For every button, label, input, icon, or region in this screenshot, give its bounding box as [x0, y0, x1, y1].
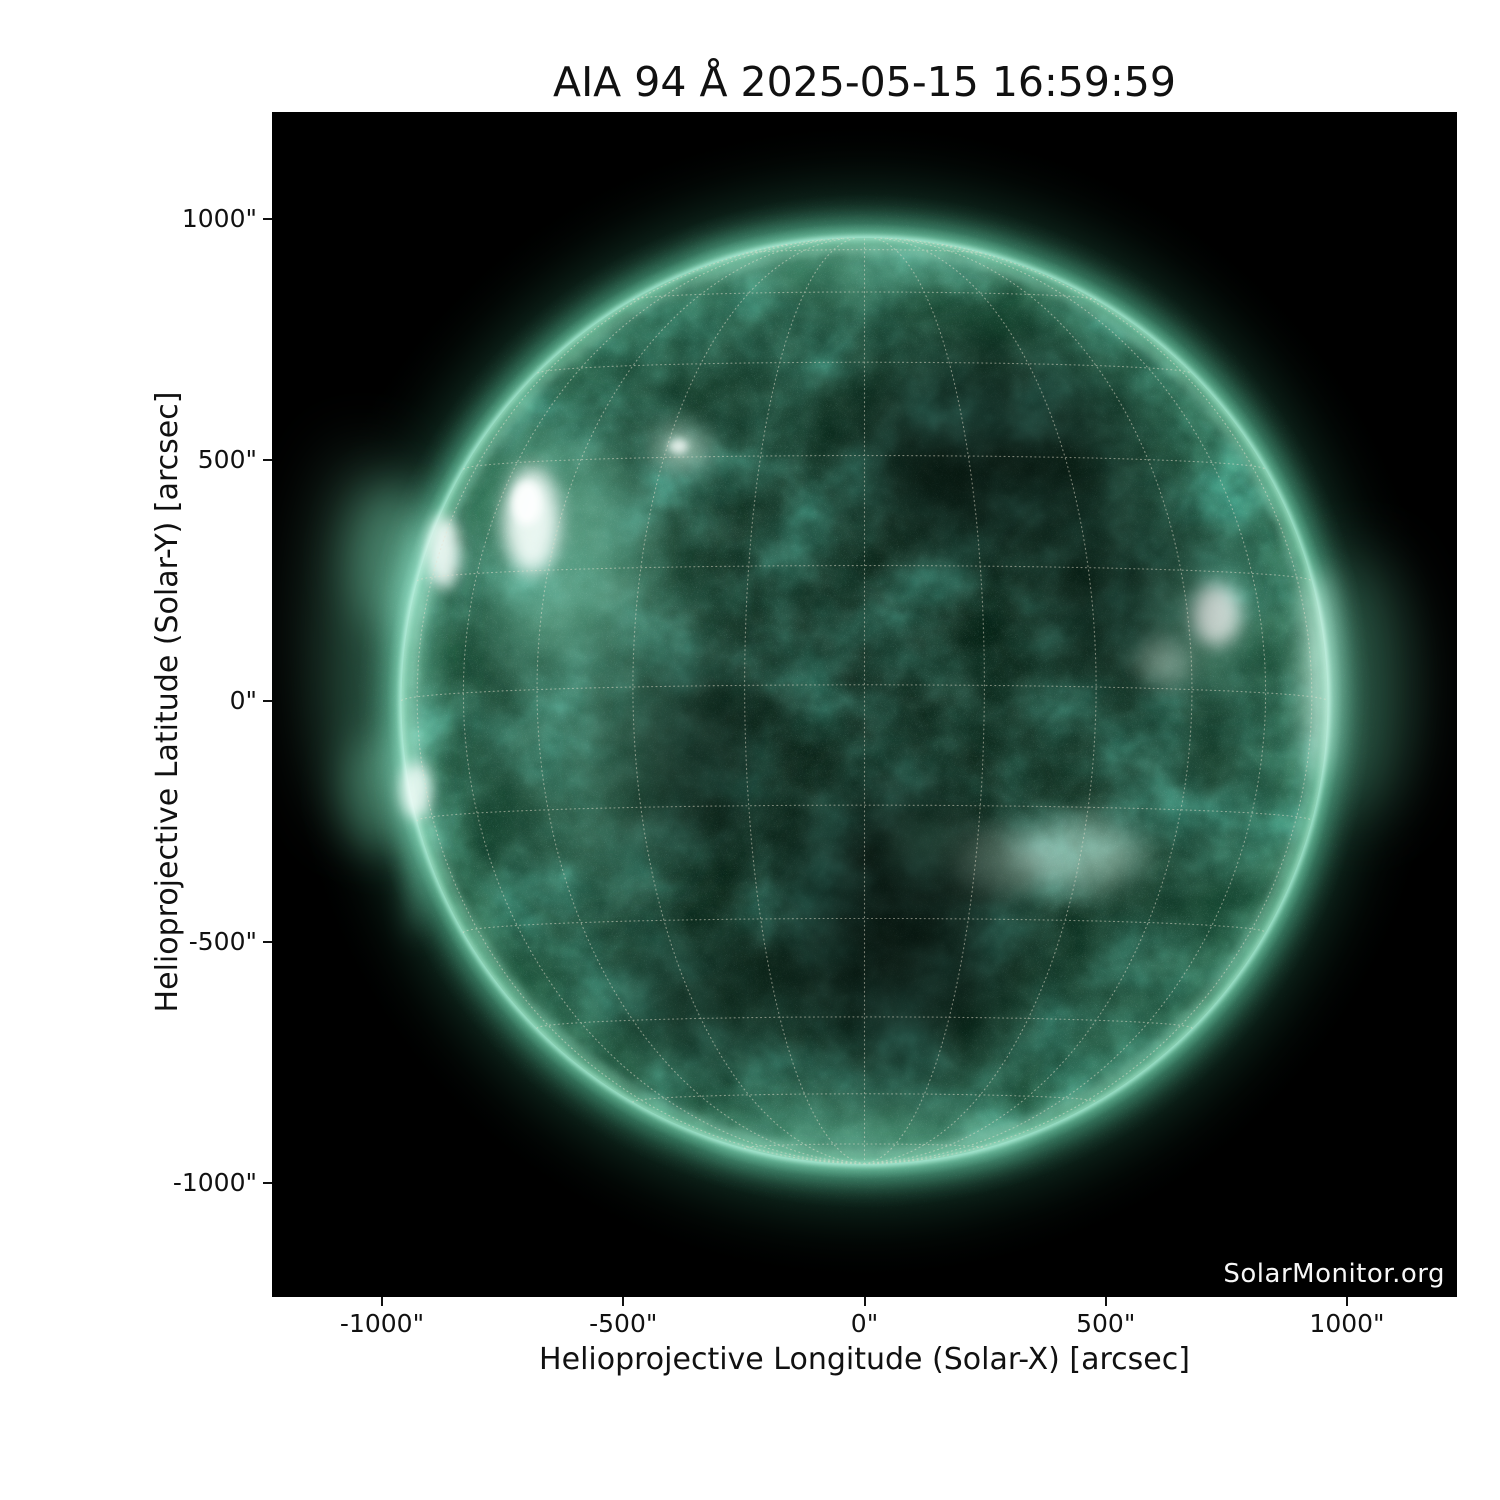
bright-column-east — [507, 464, 691, 880]
ar-north-small-halo — [652, 424, 711, 471]
y-tick-label: -1000" — [172, 1168, 257, 1198]
coronal-dim-west-mid — [1030, 515, 1220, 685]
y-tick-label: -500" — [188, 927, 257, 957]
coronal-dim-east-mid — [620, 660, 771, 868]
y-axis-label: Helioprojective Latitude (Solar-Y) [arcs… — [150, 391, 185, 1013]
x-tick-label: -1000" — [339, 1309, 425, 1338]
y-tick-label: 0" — [229, 686, 257, 715]
x-tick-label: 500" — [1076, 1309, 1136, 1338]
ar-west-secondary — [1138, 639, 1192, 684]
x-tick-mark — [1345, 1297, 1348, 1306]
x-tick-mark — [1104, 1297, 1107, 1306]
ar-south-swirl-west — [1022, 818, 1143, 891]
x-tick-mark — [863, 1297, 866, 1306]
y-tick-mark — [263, 700, 272, 702]
x-axis-label: Helioprojective Longitude (Solar-X) [arc… — [539, 1342, 1190, 1377]
solar-image — [272, 112, 1457, 1297]
y-tick-mark — [263, 1182, 272, 1185]
coronal-dim-north-right — [857, 351, 1133, 559]
x-tick-label: 1000" — [1309, 1309, 1385, 1338]
y-tick-label: 1000" — [181, 203, 257, 233]
y-tick-mark — [263, 458, 272, 461]
coronal-dim-south-east — [620, 922, 790, 1078]
chart-title: AIA 94 Å 2025-05-15 16:59:59 — [553, 58, 1176, 106]
x-tick-label: -500" — [589, 1309, 658, 1338]
coronal-dim-south-center — [775, 787, 1012, 1078]
plot-area: SolarMonitor.org — [272, 112, 1457, 1297]
heliographic-grid — [401, 237, 1328, 1165]
x-tick-label: 0" — [850, 1309, 879, 1338]
x-tick-mark — [622, 1297, 625, 1306]
y-tick-label: 500" — [197, 444, 257, 474]
y-tick-mark — [263, 217, 272, 220]
watermark: SolarMonitor.org — [1223, 1259, 1445, 1289]
y-tick-mark — [263, 941, 272, 944]
x-tick-mark — [381, 1297, 383, 1306]
